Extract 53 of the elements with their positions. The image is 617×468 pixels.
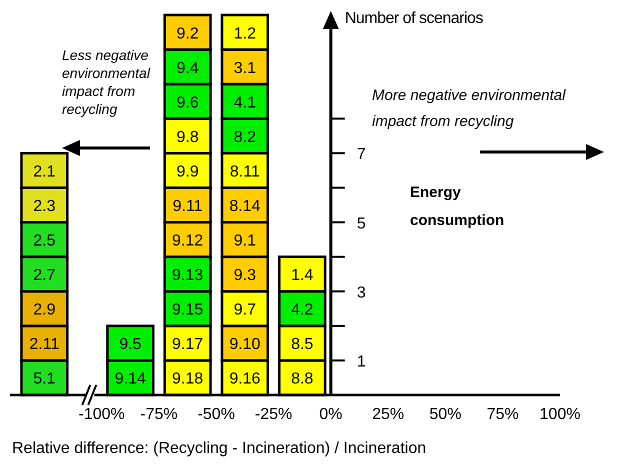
x-tick-label: 50% xyxy=(429,406,462,423)
series-label: 1.4 xyxy=(291,267,314,284)
series-label: 2.1 xyxy=(33,163,56,180)
series-label: 8.2 xyxy=(234,128,256,146)
series-label: 9.13 xyxy=(172,267,204,284)
x-axis-title: Relative difference: (Recycling - Incineration) / Incineration xyxy=(12,440,426,457)
series-label: 5.1 xyxy=(33,370,56,388)
y-axis-title: Number of scenarios xyxy=(344,10,484,27)
y-tick-label: 1 xyxy=(356,353,366,370)
x-tick-label: 25% xyxy=(372,406,404,423)
x-tick-label: -25% xyxy=(254,406,292,423)
x-tick-label: -100% xyxy=(78,406,125,423)
series-label: 9.1 xyxy=(234,232,256,250)
annotation: Less negative environmental impact from recycling xyxy=(62,47,151,117)
x-tick-label: -50% xyxy=(198,406,235,423)
series-label: 9.11 xyxy=(172,198,203,215)
series-label: 9.12 xyxy=(172,232,204,250)
series-label: 9.16 xyxy=(229,370,261,388)
series-label: 8.8 xyxy=(291,370,314,388)
series-label: 2.7 xyxy=(33,267,56,284)
series-label: 2.5 xyxy=(33,232,56,250)
y-tick-label: 5 xyxy=(356,215,366,232)
series-label: 9.2 xyxy=(176,25,199,42)
x-tick-label: 75% xyxy=(486,406,519,423)
series-label: 9.9 xyxy=(176,163,199,180)
series-label: 9.17 xyxy=(172,336,204,354)
annotation: Energy consumption xyxy=(410,184,504,229)
series-label: 9.15 xyxy=(172,302,204,319)
annotation: More negative environmental impact from recycling xyxy=(372,87,566,130)
series-label: 9.3 xyxy=(234,267,256,284)
series-label: 4.1 xyxy=(234,94,256,112)
series-label: 9.18 xyxy=(172,370,204,388)
x-tick-label: 0% xyxy=(319,406,342,423)
series-label: 2.3 xyxy=(33,198,56,215)
x-tick-label: -75% xyxy=(140,406,178,423)
y-tick-label: 7 xyxy=(356,146,366,164)
series-label: 9.6 xyxy=(176,94,199,112)
series-label: 3.1 xyxy=(234,60,256,77)
series-label: 9.7 xyxy=(234,302,256,319)
series-label: 9.4 xyxy=(176,60,199,77)
series-label: 8.5 xyxy=(291,336,314,354)
y-tick-label: 3 xyxy=(356,284,366,302)
legend-label: 9.8 xyxy=(176,128,199,146)
series-label: 9.14 xyxy=(114,370,146,388)
series-label: 1.2 xyxy=(234,25,256,42)
series-label: 2.9 xyxy=(33,302,56,319)
x-tick-label: 100% xyxy=(540,406,580,423)
series-label: 8.11 xyxy=(230,163,260,180)
series-label: 2.11 xyxy=(29,336,60,354)
series-label: 8.14 xyxy=(229,198,261,215)
series-label: 9.10 xyxy=(229,336,261,354)
series-label: 4.2 xyxy=(291,302,314,319)
series-label: 9.5 xyxy=(119,336,142,354)
